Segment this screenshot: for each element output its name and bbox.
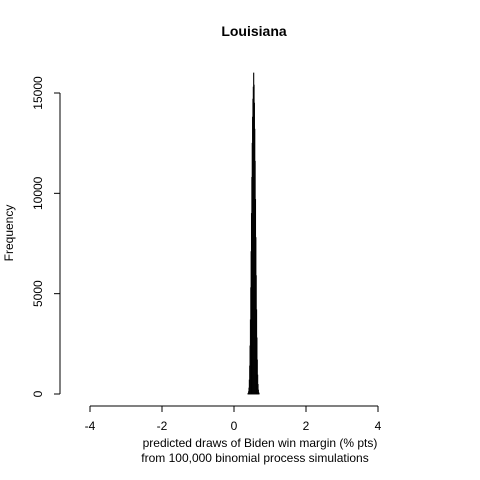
y-axis-label: Frequency [2,205,16,262]
y-tick-label: 0 [31,390,45,397]
y-tick-label: 15000 [31,76,45,110]
y-axis: 0 5000 10000 15000 [31,76,61,397]
x-tick-label: -2 [157,419,168,433]
x-tick-label: -4 [85,419,96,433]
x-tick-label: 2 [303,419,310,433]
x-axis: -4 -2 0 2 4 [85,405,382,433]
y-tick-label: 5000 [31,280,45,307]
x-tick-label: 4 [375,419,382,433]
histogram-bars [247,72,260,395]
x-tick-label: 0 [231,419,238,433]
chart-title: Louisiana [221,23,287,39]
y-tick-label: 10000 [31,176,45,210]
x-axis-label-line2: from 100,000 binomial process simulation… [141,451,368,465]
x-axis-label-line1: predicted draws of Biden win margin (% p… [143,436,378,450]
